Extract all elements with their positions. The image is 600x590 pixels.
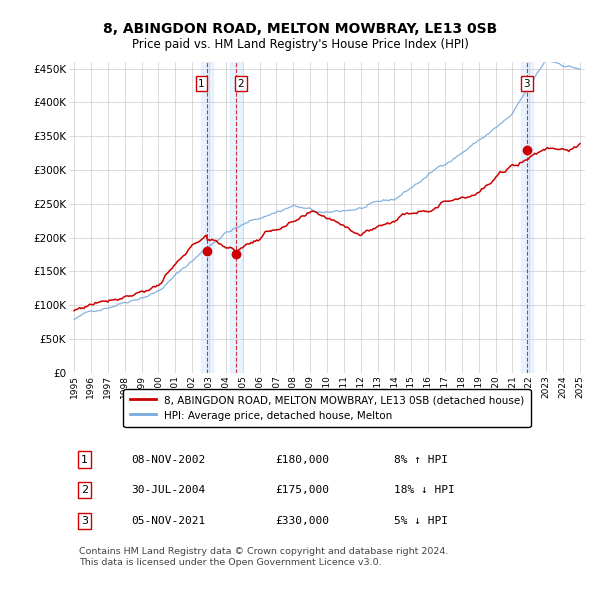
Text: £175,000: £175,000 (275, 485, 329, 495)
Text: 1: 1 (198, 78, 205, 88)
Text: 30-JUL-2004: 30-JUL-2004 (131, 485, 205, 495)
Text: 08-NOV-2002: 08-NOV-2002 (131, 454, 205, 464)
Legend: 8, ABINGDON ROAD, MELTON MOWBRAY, LE13 0SB (detached house), HPI: Average price,: 8, ABINGDON ROAD, MELTON MOWBRAY, LE13 0… (124, 389, 530, 427)
Text: Contains HM Land Registry data © Crown copyright and database right 2024.
This d: Contains HM Land Registry data © Crown c… (79, 547, 449, 566)
Text: 2: 2 (81, 485, 88, 495)
Text: 8, ABINGDON ROAD, MELTON MOWBRAY, LE13 0SB: 8, ABINGDON ROAD, MELTON MOWBRAY, LE13 0… (103, 22, 497, 37)
Bar (521, 62, 533, 372)
Text: 3: 3 (81, 516, 88, 526)
Text: Price paid vs. HM Land Registry's House Price Index (HPI): Price paid vs. HM Land Registry's House … (131, 38, 469, 51)
Text: 3: 3 (523, 78, 530, 88)
Bar (200, 62, 212, 372)
Bar (230, 62, 242, 372)
Text: 2: 2 (238, 78, 244, 88)
Text: 8% ↑ HPI: 8% ↑ HPI (394, 454, 448, 464)
Text: £180,000: £180,000 (275, 454, 329, 464)
Text: 05-NOV-2021: 05-NOV-2021 (131, 516, 205, 526)
Text: 5% ↓ HPI: 5% ↓ HPI (394, 516, 448, 526)
Text: 1: 1 (81, 454, 88, 464)
Text: £330,000: £330,000 (275, 516, 329, 526)
Text: 18% ↓ HPI: 18% ↓ HPI (394, 485, 455, 495)
